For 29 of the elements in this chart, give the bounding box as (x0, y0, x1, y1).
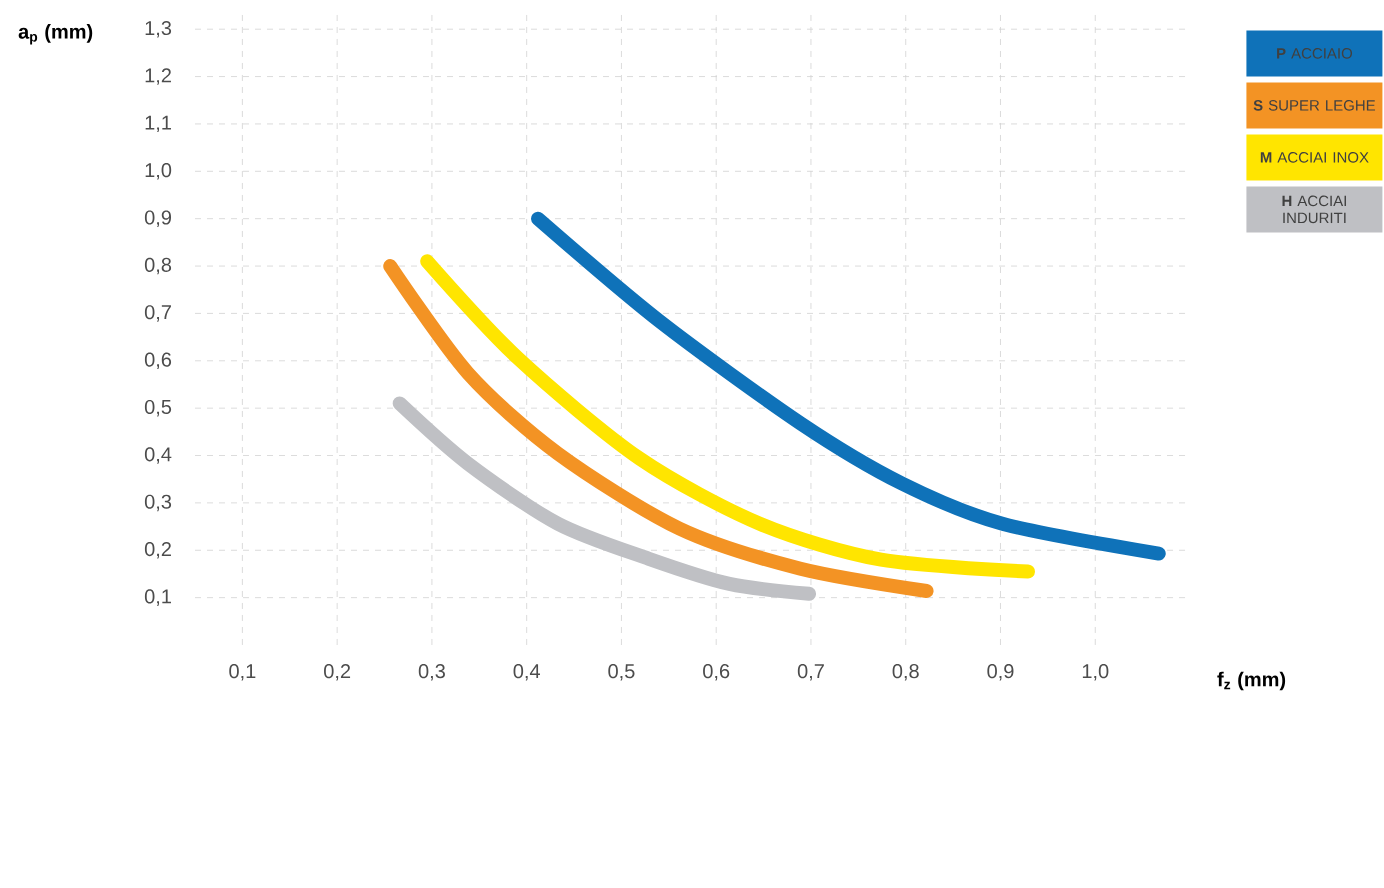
y-tick-label: 0,1 (144, 589, 171, 606)
y-tick-label: 0,4 (144, 447, 172, 464)
x-tick-label: 0,9 (987, 664, 1014, 681)
x-tick-label: 0,2 (324, 664, 351, 681)
text: P ACCIAIO (1277, 48, 1353, 59)
y-tick-label: 0,8 (144, 257, 172, 275)
y-tick-label: 1,3 (145, 20, 172, 38)
y-tick-label: 0,5 (144, 399, 172, 417)
y-tick-label: 1,2 (145, 68, 171, 85)
y-tick-label: 0,3 (144, 494, 172, 512)
x-tick-label: 1,0 (1082, 664, 1109, 681)
y-axis-title: a$_{p}$ (mm) (18, 24, 93, 45)
x-tick-label: 0,4 (513, 664, 540, 681)
y-tick-label: 1,0 (145, 163, 172, 180)
x-tick-label: 0,6 (703, 664, 730, 681)
text: H ACCIAI INDURITI (1282, 195, 1346, 224)
x-tick-label: 0,1 (229, 664, 256, 681)
y-tick-label: 1,1 (145, 115, 171, 133)
x-tick-label: 0,3 (418, 664, 445, 681)
x-tick-label: 0,8 (892, 664, 919, 681)
y-tick-label: 0,2 (144, 542, 171, 559)
text: M ACCIAI INOX (1260, 152, 1369, 163)
x-tick-label: 0,5 (608, 664, 635, 681)
y-tick-label: 0,9 (144, 210, 172, 227)
x-axis-title: f$_{z}$ (mm) (1217, 671, 1286, 691)
y-tick-label: 0,7 (144, 305, 171, 322)
x-tick-label: 0,7 (797, 664, 824, 681)
y-tick-label: 0,6 (144, 352, 172, 370)
text: S SUPER LEGHE (1253, 100, 1376, 111)
